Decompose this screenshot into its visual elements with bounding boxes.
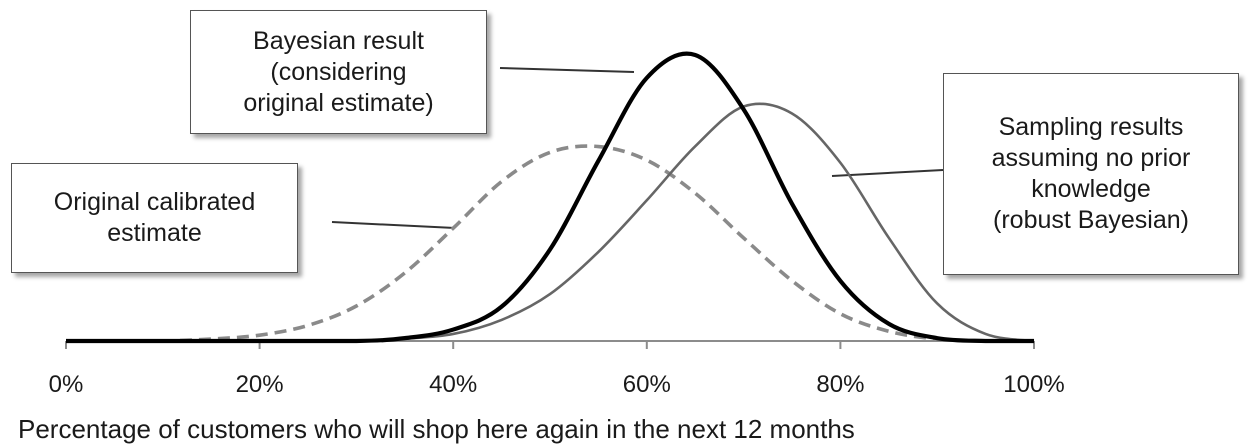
x-tick-label: 0% (49, 371, 84, 398)
callout-line: knowledge (1031, 175, 1151, 203)
callout-sampling-results: Sampling results assuming no prior knowl… (943, 73, 1239, 275)
x-tick-label: 100% (1003, 371, 1064, 398)
callout-line: (robust Bayesian) (993, 206, 1189, 234)
x-tick-label: 40% (429, 371, 477, 398)
callout-line: Bayesian result (253, 26, 424, 55)
leader-line-original (331, 221, 456, 229)
x-tick-label: 20% (236, 371, 284, 398)
callout-original-estimate: Original calibrated estimate (11, 163, 298, 273)
series-lines (65, 51, 1035, 344)
series-line-bayesian (65, 51, 1034, 344)
callout-line: (considering (270, 57, 407, 86)
callout-line: estimate (107, 219, 202, 247)
callout-line: original estimate) (243, 88, 434, 117)
callout-line: Original calibrated (53, 188, 256, 216)
x-tick-labels: 0% 20% 40% 60% 80% 100% (49, 371, 1065, 398)
leader-line-bayesian (499, 67, 635, 73)
x-axis-title: Percentage of customers who will shop he… (18, 414, 855, 444)
callout-line: assuming no prior (991, 144, 1191, 172)
x-tick-label: 60% (623, 371, 671, 398)
callout-line: Sampling results (998, 113, 1184, 141)
x-tick-label: 80% (816, 371, 864, 398)
series-line-original (65, 144, 1034, 343)
callout-bayesian-result: Bayesian result (considering original es… (190, 10, 487, 134)
